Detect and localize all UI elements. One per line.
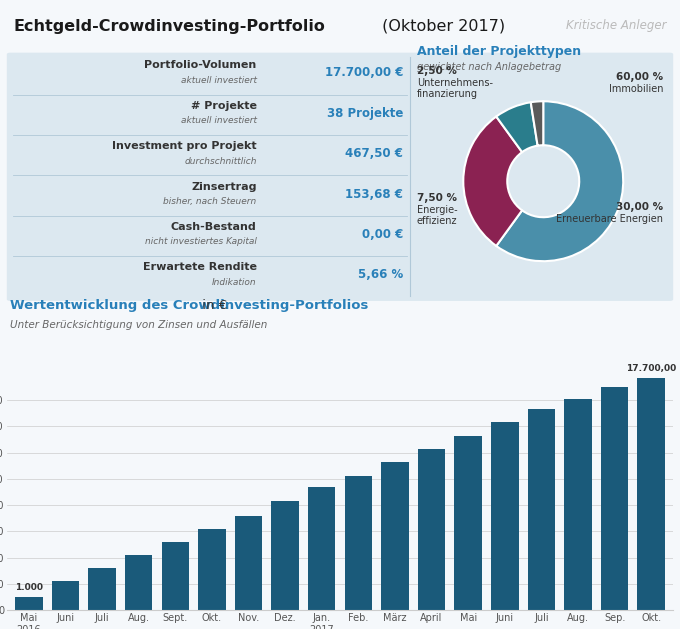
Text: 2,50 %: 2,50 %: [417, 66, 456, 76]
Bar: [528, 409, 555, 610]
Text: Portfolio-Volumen: Portfolio-Volumen: [144, 60, 257, 70]
Text: (Oktober 2017): (Oktober 2017): [377, 19, 505, 34]
Bar: [564, 399, 592, 610]
Text: 38 Projekte: 38 Projekte: [327, 107, 403, 120]
Bar: [418, 448, 445, 610]
Bar: [198, 529, 226, 610]
Wedge shape: [463, 116, 522, 246]
Text: 60,00 %: 60,00 %: [616, 72, 663, 82]
Bar: [15, 597, 42, 610]
Text: Wertentwicklung des Crowdinvesting-Portfolios: Wertentwicklung des Crowdinvesting-Portf…: [10, 299, 369, 313]
Bar: [162, 542, 189, 610]
Wedge shape: [496, 101, 623, 261]
Text: Kritische Anleger: Kritische Anleger: [566, 19, 666, 31]
Text: 30,00 %: 30,00 %: [616, 202, 663, 212]
Text: 467,50 €: 467,50 €: [345, 147, 403, 160]
Text: Cash-Bestand: Cash-Bestand: [171, 222, 257, 232]
Bar: [52, 581, 79, 610]
Bar: [381, 462, 409, 610]
Bar: [235, 516, 262, 610]
Bar: [345, 476, 372, 610]
Text: Erwartete Rendite: Erwartete Rendite: [143, 262, 257, 272]
Text: 17.700,00 €: 17.700,00 €: [325, 67, 403, 79]
Wedge shape: [531, 101, 543, 146]
Bar: [271, 501, 299, 610]
Text: Unter Berücksichtigung von Zinsen und Ausfällen: Unter Berücksichtigung von Zinsen und Au…: [10, 320, 267, 330]
Text: nicht investiertes Kapital: nicht investiertes Kapital: [145, 237, 257, 247]
Text: Energie-
effizienz: Energie- effizienz: [417, 205, 457, 226]
Text: 17.700,00: 17.700,00: [626, 364, 677, 373]
Text: 5,66 %: 5,66 %: [358, 269, 403, 281]
Text: 153,68 €: 153,68 €: [345, 187, 403, 201]
Text: Investment pro Projekt: Investment pro Projekt: [112, 142, 257, 151]
Bar: [308, 487, 335, 610]
Bar: [88, 568, 116, 610]
Text: 1.000: 1.000: [15, 584, 43, 593]
Text: Unternehmens-
finanzierung: Unternehmens- finanzierung: [417, 78, 492, 99]
Bar: [601, 387, 628, 610]
Text: 0,00 €: 0,00 €: [362, 228, 403, 241]
Text: Immobilien: Immobilien: [609, 84, 663, 94]
Text: Anteil der Projekttypen: Anteil der Projekttypen: [417, 45, 581, 58]
Bar: [637, 378, 665, 610]
Text: bisher, nach Steuern: bisher, nach Steuern: [163, 197, 257, 206]
FancyBboxPatch shape: [7, 53, 673, 301]
Text: aktuell investiert: aktuell investiert: [181, 116, 257, 125]
Bar: [125, 555, 152, 610]
Text: aktuell investiert: aktuell investiert: [181, 75, 257, 85]
Bar: [491, 422, 518, 610]
Text: Erneuerbare Energien: Erneuerbare Energien: [556, 214, 663, 224]
Text: Echtgeld-Crowdinvesting-Portfolio: Echtgeld-Crowdinvesting-Portfolio: [14, 19, 325, 34]
Text: durchschnittlich: durchschnittlich: [184, 157, 257, 165]
Bar: [454, 435, 482, 610]
Text: Indikation: Indikation: [212, 278, 257, 287]
Text: gewichtet nach Anlagebetrag: gewichtet nach Anlagebetrag: [417, 62, 561, 72]
Text: 7,50 %: 7,50 %: [417, 193, 457, 203]
Text: Zinsertrag: Zinsertrag: [191, 182, 257, 192]
Wedge shape: [496, 103, 538, 152]
Text: in €: in €: [199, 299, 228, 313]
Text: # Projekte: # Projekte: [190, 101, 257, 111]
